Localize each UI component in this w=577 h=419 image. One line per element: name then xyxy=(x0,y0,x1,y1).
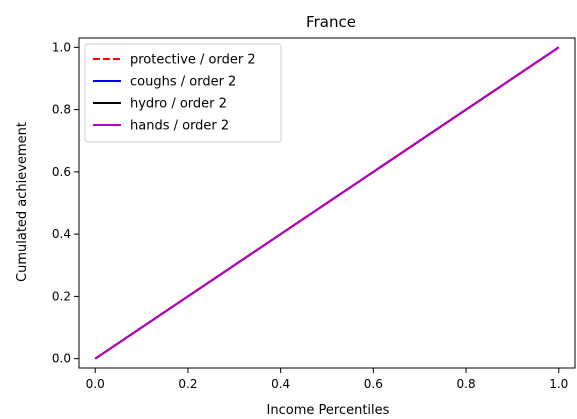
y-tick-label: 0.6 xyxy=(52,165,71,179)
x-tick-label: 0.6 xyxy=(364,377,383,391)
plot-area: 0.0 0.2 0.4 0.6 0.8 1.0 0.0 0.2 0.4 0.6 0.8 1.0 xyxy=(52,37,576,391)
legend-box xyxy=(84,43,282,143)
legend-label: protective / order 2 xyxy=(130,53,256,68)
legend: protective / order 2 coughs / order 2 hydr… xyxy=(84,43,282,143)
y-tick-label: 0.0 xyxy=(52,352,71,366)
x-tick-label: 0.2 xyxy=(178,377,197,391)
y-tick-label: 0.2 xyxy=(52,289,71,303)
x-tick-label: 1.0 xyxy=(549,377,568,391)
series-line-4 xyxy=(94,46,560,360)
y-tick-label: 0.8 xyxy=(52,103,71,117)
x-axis-label: Income Percentiles xyxy=(267,403,390,418)
legend-label: coughs / order 2 xyxy=(130,75,236,90)
plot-frame xyxy=(78,37,576,369)
x-tick-label: 0.8 xyxy=(457,377,476,391)
legend-label: hands / order 2 xyxy=(130,119,229,134)
y-axis-label: Cumulated achievement xyxy=(15,122,30,282)
x-tick-label: 0.0 xyxy=(86,377,105,391)
x-tick-label: 0.4 xyxy=(271,377,290,391)
y-tick-label: 0.4 xyxy=(52,227,71,241)
chart-title: France xyxy=(306,13,356,31)
y-tick-label: 1.0 xyxy=(52,40,71,54)
legend-label: hydro / order 2 xyxy=(130,97,227,112)
